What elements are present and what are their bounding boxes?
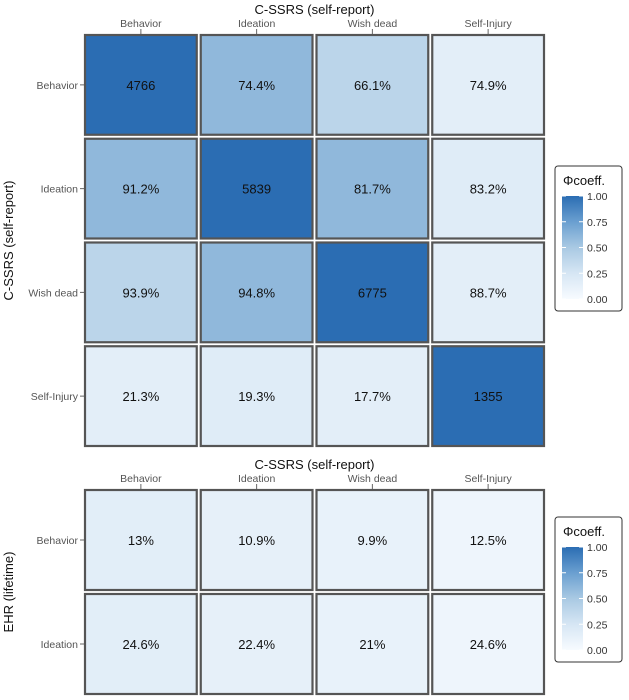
cell-value-label: 81.7% <box>354 182 391 197</box>
x-tick-label: Behavior <box>120 473 162 485</box>
cell-value-label: 12.5% <box>470 533 507 548</box>
heatmap-cell <box>83 345 198 448</box>
legend: Φcoeff. 1.00 0.75 0.50 0.25 0.00 <box>554 165 623 312</box>
heatmap-cell <box>431 241 546 344</box>
heatmap-cell <box>199 33 314 136</box>
y-axis-title: EHR (lifetime) <box>1 552 16 633</box>
legend-tick-label: 1.00 <box>587 191 608 203</box>
heatmap-cell <box>199 345 314 448</box>
legend-tick-label: 0.75 <box>587 217 608 229</box>
legend-title: Φcoeff. <box>563 173 605 188</box>
cell-value-label: 74.9% <box>470 78 507 93</box>
y-tick-label: Behavior <box>37 535 79 547</box>
heatmap-panel-bottom: C-SSRS (self-report) Behavior Ideation Wish… <box>1 457 623 696</box>
y-tick-label: Ideation <box>41 639 79 651</box>
legend-tick-label: 0.75 <box>587 568 608 580</box>
heatmap-cell <box>199 137 314 240</box>
cell-value-label: 4766 <box>126 78 155 93</box>
legend-colorbar <box>562 547 583 650</box>
legend-tick-label: 0.50 <box>587 243 608 255</box>
legend-tick-label: 0.25 <box>587 619 608 631</box>
cell-value-label: 21% <box>359 637 385 652</box>
legend-tick-label: 0.25 <box>587 268 608 280</box>
cell-value-label: 24.6% <box>122 637 159 652</box>
heatmap-cell <box>315 137 430 240</box>
cell-value-label: 91.2% <box>122 182 159 197</box>
legend-title: Φcoeff. <box>563 524 605 539</box>
cell-value-label: 13% <box>128 533 154 548</box>
legend-colorbar <box>562 196 583 299</box>
cell-value-label: 74.4% <box>238 78 275 93</box>
heatmap-cell <box>315 488 430 592</box>
cell-value-label: 6775 <box>358 285 387 300</box>
heatmap-cell <box>83 592 198 696</box>
cell-value-label: 24.6% <box>470 637 507 652</box>
cell-value-label: 88.7% <box>470 285 507 300</box>
cell-value-label: 1355 <box>474 389 503 404</box>
cell-value-label: 93.9% <box>122 285 159 300</box>
heatmap-cell <box>431 33 546 136</box>
cell-value-label: 5839 <box>242 182 271 197</box>
y-tick-label: Behavior <box>37 80 79 92</box>
heatmap-cell <box>199 488 314 592</box>
x-tick-label: Behavior <box>120 18 162 30</box>
cell-value-label: 94.8% <box>238 285 275 300</box>
cell-value-label: 83.2% <box>470 182 507 197</box>
y-tick-label: Self-Injury <box>31 391 79 403</box>
cell-value-label: 22.4% <box>238 637 275 652</box>
x-tick-label: Wish dead <box>348 473 398 485</box>
heatmap-cell <box>83 33 198 136</box>
cell-value-label: 9.9% <box>358 533 388 548</box>
legend-tick-label: 0.50 <box>587 594 608 606</box>
heatmap-cell <box>83 137 198 240</box>
heatmap-cell <box>315 241 430 344</box>
x-tick-label: Wish dead <box>348 18 398 30</box>
x-tick-label: Ideation <box>238 473 276 485</box>
y-axis-title: C-SSRS (self-report) <box>1 181 16 301</box>
heatmap-cell <box>431 488 546 592</box>
cell-value-label: 66.1% <box>354 78 391 93</box>
heatmap-panel-top: C-SSRS (self-report) Behavior Ideation Wish… <box>1 2 623 448</box>
heatmap-cell <box>431 137 546 240</box>
x-tick-label: Self-Injury <box>464 473 512 485</box>
cell-value-label: 19.3% <box>238 389 275 404</box>
cell-value-label: 17.7% <box>354 389 391 404</box>
heatmap-cell <box>315 592 430 696</box>
x-axis-title: C-SSRS (self-report) <box>255 457 375 472</box>
heatmap-cell <box>431 592 546 696</box>
y-tick-label: Wish dead <box>28 287 78 299</box>
heatmap-cell <box>199 241 314 344</box>
cell-value-label: 10.9% <box>238 533 275 548</box>
y-tick-label: Ideation <box>41 184 79 196</box>
cell-value-label: 21.3% <box>122 389 159 404</box>
heatmap-cell <box>83 488 198 592</box>
heatmap-cell <box>431 345 546 448</box>
x-tick-label: Ideation <box>238 18 276 30</box>
legend-tick-label: 0.00 <box>587 645 608 657</box>
heatmap-cell <box>199 592 314 696</box>
heatmap-cell <box>83 241 198 344</box>
x-axis-title: C-SSRS (self-report) <box>255 2 375 17</box>
heatmap-cell <box>315 33 430 136</box>
heatmap-cell <box>315 345 430 448</box>
legend-tick-label: 0.00 <box>587 294 608 306</box>
x-tick-label: Self-Injury <box>464 18 512 30</box>
legend: Φcoeff. 1.00 0.75 0.50 0.25 0.00 <box>554 516 623 663</box>
legend-tick-label: 1.00 <box>587 542 608 554</box>
